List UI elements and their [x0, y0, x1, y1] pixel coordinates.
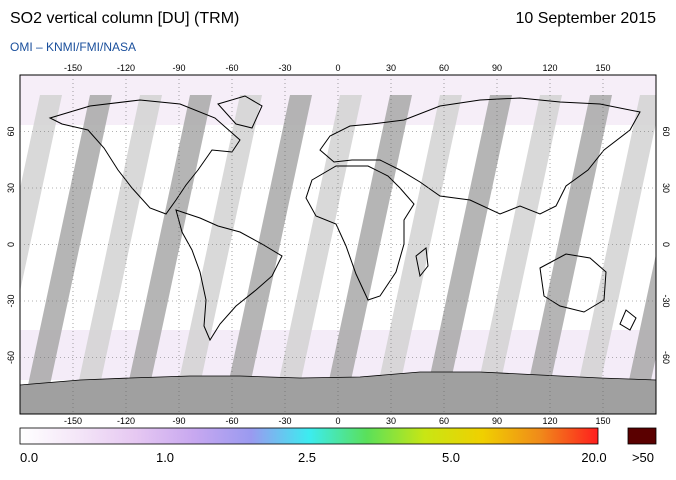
south-america-coast [175, 209, 283, 342]
lat-tick-left: 60 [6, 126, 16, 136]
lon-tick-bottom: 0 [335, 416, 340, 426]
colorbar-label-4: 20.0 [581, 450, 607, 465]
lat-tick-left: 0 [6, 242, 16, 247]
swath-gap [578, 95, 656, 385]
colorbar-overflow-box [627, 427, 657, 445]
lon-tick-bottom: -60 [225, 416, 238, 426]
swath-gap [28, 95, 112, 385]
lon-tick-bottom: 60 [439, 416, 449, 426]
lon-tick-top: 30 [386, 63, 396, 73]
lat-tick-left: -60 [6, 351, 16, 364]
north-america-coast [48, 99, 241, 215]
colorbar-label-3: 5.0 [441, 450, 461, 465]
lon-tick-bottom: 150 [595, 416, 610, 426]
swath-gap [478, 95, 562, 385]
lat-tick-right: 60 [661, 126, 671, 136]
lon-tick-top: -150 [64, 63, 82, 73]
lon-tick-bottom: -90 [172, 416, 185, 426]
lon-tick-bottom: -30 [278, 416, 291, 426]
lat-tick-left: -30 [6, 294, 16, 307]
lon-tick-top: -60 [225, 63, 238, 73]
lat-tick-left: 30 [6, 183, 16, 193]
swath-gap [78, 95, 162, 385]
swath-gap [378, 95, 462, 385]
eurasia-coast [319, 97, 641, 215]
coastlines [48, 95, 641, 342]
lat-tick-right: 0 [661, 242, 671, 247]
lat-tick-right: -60 [661, 351, 671, 364]
lon-tick-bottom: 30 [386, 416, 396, 426]
lon-tick-top: 0 [335, 63, 340, 73]
lon-tick-top: -90 [172, 63, 185, 73]
colorbar [19, 427, 599, 445]
lon-tick-top: 150 [595, 63, 610, 73]
lon-tick-top: -30 [278, 63, 291, 73]
lon-tick-top: 90 [492, 63, 502, 73]
colorbar-overflow-label: >50 [631, 450, 655, 465]
lon-tick-top: 60 [439, 63, 449, 73]
colorbar-label-0: 0.0 [20, 450, 39, 465]
map-date: 10 September 2015 [515, 10, 656, 27]
australia-coast [539, 253, 607, 313]
lon-tick-bottom: -120 [117, 416, 135, 426]
swath-gap [178, 95, 262, 385]
lon-tick-bottom: 90 [492, 416, 502, 426]
colorbar-label-1: 1.0 [155, 450, 175, 465]
swath-gap [528, 95, 612, 385]
lon-tick-top: 120 [542, 63, 557, 73]
swath-gap [278, 95, 362, 385]
swath-gap [628, 254, 656, 385]
map-title: SO2 vertical column [DU] (TRM) [10, 10, 240, 27]
lon-tick-bottom: 120 [542, 416, 557, 426]
swath-gap [428, 95, 512, 385]
greenland-coast [217, 95, 263, 129]
tick-labels: -150 -150 -120 -120 -90 -90 -60 -60 -30 -30 0 0 30 30… [6, 63, 671, 426]
colorbar-label-2: 2.5 [297, 450, 317, 465]
madagascar-coast [415, 247, 429, 278]
lat-tick-right: -30 [661, 294, 671, 307]
lat-tick-right: 30 [661, 183, 671, 193]
swath-gap [20, 95, 62, 292]
lon-tick-top: -120 [117, 63, 135, 73]
credit-line: OMI – KNMI/FMI/NASA [10, 40, 137, 54]
swath-gap [128, 95, 212, 385]
africa-coast [305, 165, 415, 301]
graticule [20, 75, 656, 414]
lon-tick-bottom: -150 [64, 416, 82, 426]
new-zealand-coast [619, 309, 637, 331]
swath-gap [228, 95, 312, 385]
